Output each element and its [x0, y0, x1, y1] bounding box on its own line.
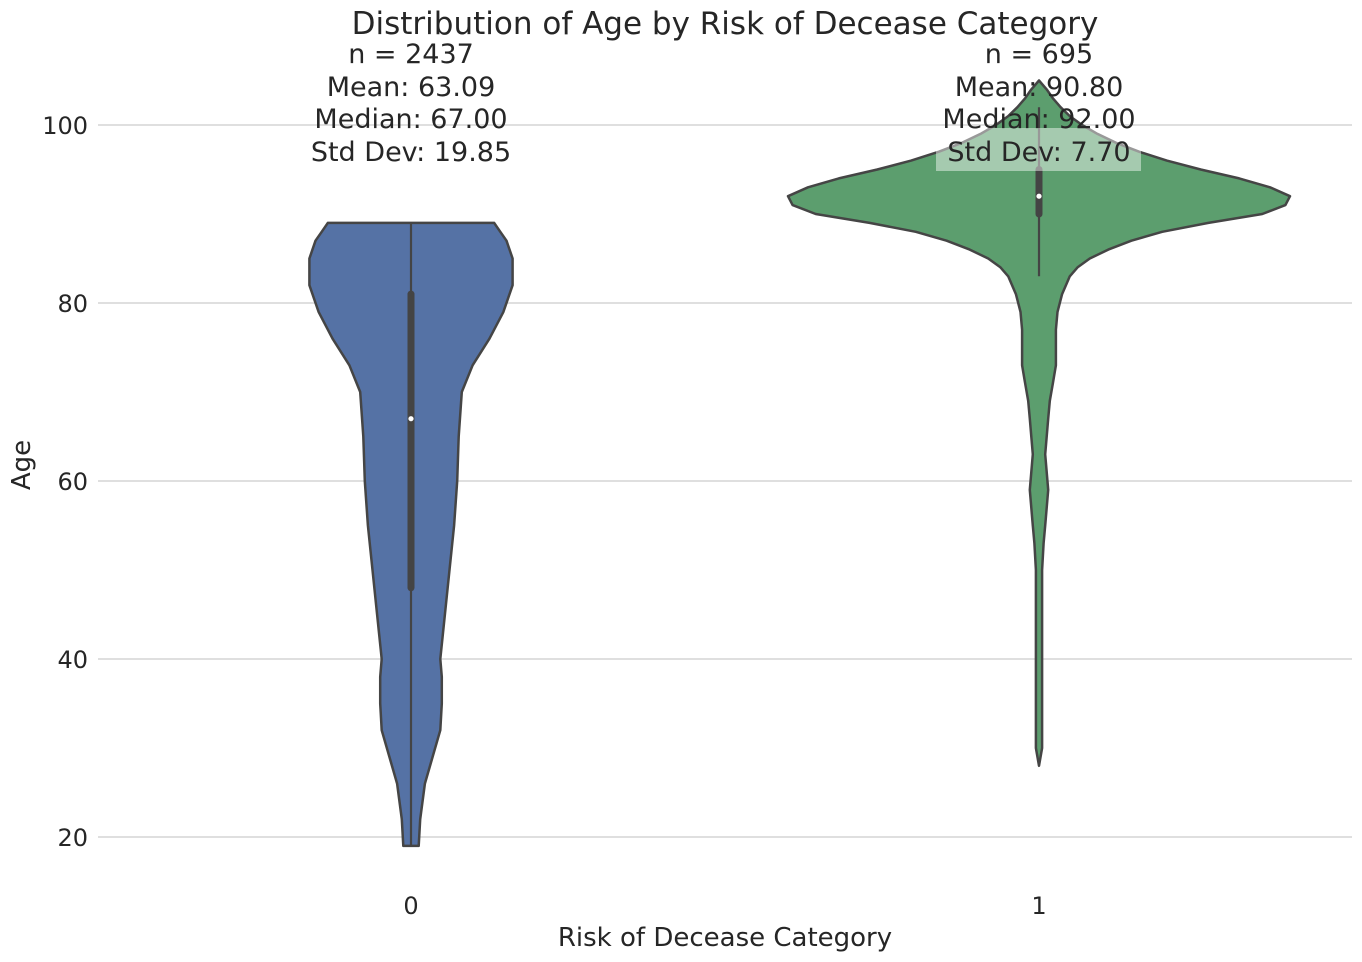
median-dot-1 [1036, 193, 1042, 199]
annotation-background [936, 128, 1141, 171]
annotation-line-0-3: Std Dev: 19.85 [311, 137, 511, 168]
violin-group-1 [786, 79, 1292, 768]
chart-title: Distribution of Age by Risk of Decease C… [352, 6, 1099, 42]
y-tick-label-40: 40 [57, 646, 88, 674]
median-dot-0 [408, 416, 414, 422]
y-tick-labels: 20 40 60 80 100 [42, 112, 88, 852]
y-tick-label-60: 60 [57, 468, 88, 496]
y-axis-label: Age [7, 440, 37, 490]
annotation-line-0-1: Mean: 63.09 [327, 72, 496, 103]
annotation-line-0-2: Median: 67.00 [314, 104, 507, 135]
grid-lines [98, 124, 1352, 838]
violin-body-1 [786, 79, 1292, 768]
y-tick-label-20: 20 [57, 824, 88, 852]
annotation-line-1-1: Mean: 90.80 [955, 72, 1124, 103]
violin-group-0 [308, 221, 514, 848]
x-axis-label: Risk of Decease Category [558, 923, 892, 953]
annotation-line-1-3: Std Dev: 7.70 [947, 137, 1130, 168]
y-tick-label-80: 80 [57, 290, 88, 318]
annotation-line-1-2: Median: 92.00 [942, 104, 1135, 135]
annotation-line-1-0: n = 695 [985, 39, 1093, 70]
annotation-line-0-0: n = 2437 [348, 39, 474, 70]
violins [308, 79, 1292, 848]
y-tick-label-100: 100 [42, 112, 88, 140]
x-tick-label-0: 0 [403, 892, 418, 920]
x-tick-label-1: 1 [1031, 892, 1046, 920]
